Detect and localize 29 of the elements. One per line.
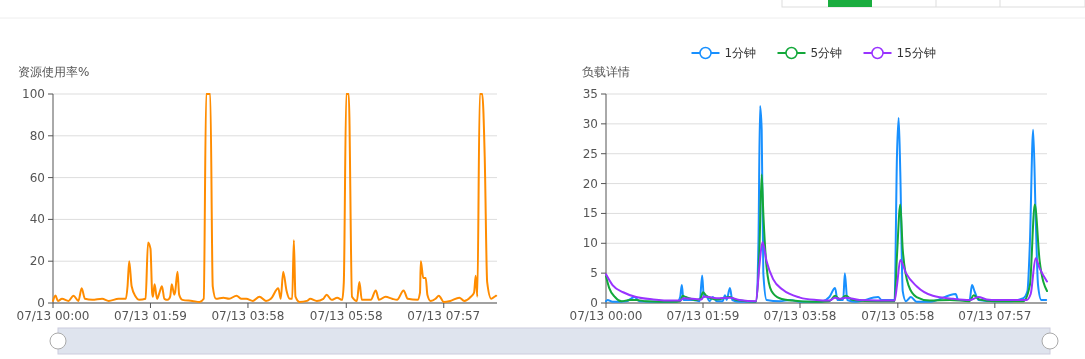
y-tick-label: 0 [37, 296, 45, 310]
x-tick-label: 07/13 00:00 [16, 309, 90, 323]
x-tick-label: 07/13 03:58 [211, 309, 285, 323]
x-tick-label: 07/13 05:58 [861, 309, 935, 323]
y-tick-label: 40 [29, 212, 45, 227]
x-tick-label: 07/13 01:59 [113, 309, 187, 323]
y-tick-label: 20 [29, 254, 45, 269]
x-tick-label: 07/13 07:57 [958, 309, 1032, 323]
x-tick-label: 07/13 03:58 [763, 309, 837, 323]
legend-label: 5分钟 [810, 46, 843, 60]
y-axis-title: 资源使用率% [18, 65, 90, 79]
y-tick-label: 100 [22, 87, 45, 101]
y-tick-label: 20 [582, 176, 598, 191]
y-tick-label: 5 [590, 266, 598, 281]
y-tick-label: 80 [29, 128, 45, 143]
y-tick-label: 15 [582, 206, 598, 221]
y-tick-label: 30 [582, 116, 598, 131]
y-tick-label: 25 [582, 146, 598, 161]
legend-label: 1分钟 [724, 46, 757, 60]
y-tick-label: 10 [582, 236, 598, 251]
x-tick-label: 07/13 00:00 [569, 309, 643, 323]
x-tick-label: 07/13 05:58 [309, 309, 383, 323]
x-tick-label: 07/13 01:59 [666, 309, 740, 323]
y-tick-label: 0 [590, 296, 598, 310]
legend-label: 15分钟 [896, 46, 936, 60]
x-tick-label: 07/13 07:57 [407, 309, 481, 323]
y-tick-label: 60 [29, 170, 45, 185]
y-tick-label: 35 [582, 87, 598, 101]
y-axis-title: 负载详情 [582, 65, 630, 79]
